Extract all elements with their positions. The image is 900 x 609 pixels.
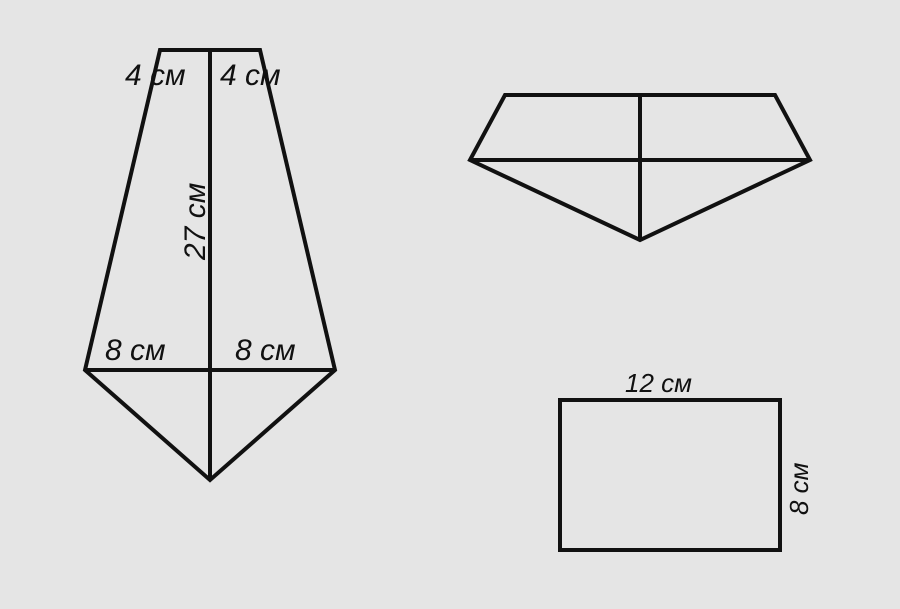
kite-label-bottom-right: 8 см — [235, 334, 296, 367]
kite-label-height: 27 см — [179, 183, 212, 261]
kite-label-top-left: 4 см — [125, 59, 186, 92]
kite-shape: 4 см 4 см 27 см 8 см 8 см — [85, 50, 335, 480]
rectangle-shape: 12 см 8 см — [560, 368, 814, 550]
rectangle-outline — [560, 400, 780, 550]
bowtie-shape — [470, 95, 810, 240]
kite-label-top-right: 4 см — [220, 59, 281, 92]
rect-label-width: 12 см — [625, 368, 692, 398]
diagram-canvas: 4 см 4 см 27 см 8 см 8 см 12 см 8 см — [0, 0, 900, 609]
kite-label-bottom-left: 8 см — [105, 334, 166, 367]
rect-label-height: 8 см — [784, 462, 814, 515]
